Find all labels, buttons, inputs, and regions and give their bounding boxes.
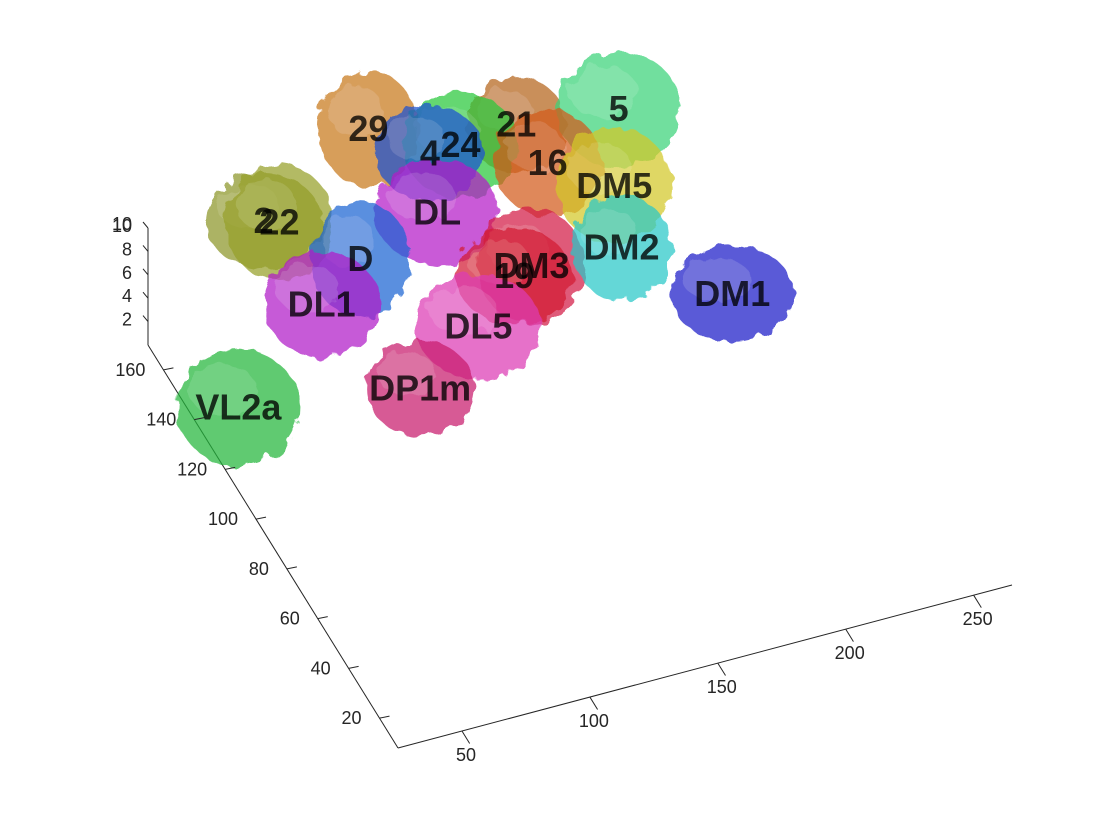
z-tick-label: 2 <box>122 310 132 330</box>
region-surface-highlight <box>376 352 437 396</box>
region-label-4: 4 <box>420 132 440 173</box>
region-surface-highlight <box>581 207 637 256</box>
region-label-dl: DL <box>413 192 461 233</box>
y-tick-mark <box>255 516 267 520</box>
y-tick-mark <box>317 616 328 620</box>
region-surface-highlight <box>504 123 564 171</box>
region-surface <box>571 194 672 301</box>
z-tick-label: 8 <box>122 239 132 259</box>
region-label-16: 16 <box>528 142 568 183</box>
z-tick-mark <box>142 221 149 229</box>
region-label-dl1: DL1 <box>288 283 356 324</box>
region-surface-highlight <box>328 85 384 138</box>
y-tick-mark <box>348 665 359 669</box>
region-surface-highlight <box>569 65 638 118</box>
region-label-dm3: DM3 <box>493 245 569 286</box>
region-label-2: 2 <box>254 200 274 241</box>
region-surface-highlight <box>387 172 456 221</box>
region-surfaces <box>176 51 795 466</box>
region-surface <box>176 349 301 466</box>
region-label-22: 22 <box>259 202 299 243</box>
x-tick-label: 50 <box>456 745 476 765</box>
y-tick-label: 160 <box>115 360 145 380</box>
region-surface-highlight <box>428 286 497 335</box>
z-tick-label: 10 <box>112 216 132 236</box>
region-label-d: D <box>347 238 373 279</box>
z-tick-label: 4 <box>122 286 132 306</box>
axis-ticks: 50 100 150 200 250 20 40 60 80 100 120 140 160 2 4 6 8 10… <box>112 214 993 765</box>
y-tick-label: 100 <box>208 509 238 529</box>
y-tick-label: 120 <box>177 459 207 479</box>
x-axis-line <box>397 584 1013 749</box>
x-tick-label: 250 <box>963 609 993 629</box>
y-tick-mark <box>163 367 174 371</box>
region-label-29: 29 <box>348 108 388 149</box>
region-label-dm1: DM1 <box>694 273 770 314</box>
x-tick-mark <box>973 594 982 608</box>
x-tick-mark <box>461 730 471 744</box>
region-surface-highlight <box>236 179 296 232</box>
region-surface-highlight <box>567 142 632 195</box>
y-tick-label: 40 <box>311 658 331 678</box>
region-label-dm5: DM5 <box>576 165 652 206</box>
region-surface-highlight <box>275 264 340 313</box>
y-tick-mark <box>379 715 390 719</box>
region-surface-highlight <box>682 257 751 301</box>
y-tick-mark <box>194 417 205 421</box>
region-label-dp1m: DP1m <box>369 367 471 408</box>
x-tick-mark <box>589 696 599 710</box>
region-label-dm2: DM2 <box>584 227 660 268</box>
region-label-dl5: DL5 <box>444 305 512 346</box>
z-tick-mark <box>142 268 149 276</box>
y-tick-label: 60 <box>280 609 300 629</box>
y-tick-mark <box>225 466 236 470</box>
region-label-19: 19 <box>494 255 534 296</box>
region-label-5: 5 <box>609 88 629 129</box>
region-surface <box>670 245 795 342</box>
region-label-24: 24 <box>441 124 481 165</box>
x-tick-label: 200 <box>835 643 865 663</box>
x-tick-mark <box>717 662 726 676</box>
region-surface <box>366 340 475 437</box>
z-tick-mark <box>142 315 149 322</box>
region-surface <box>263 251 380 358</box>
region-surface-highlight <box>188 364 257 417</box>
y-tick-mark <box>286 566 297 570</box>
z-tick-label: 6 <box>122 263 132 283</box>
region-label-vl2a: VL2a <box>195 387 282 428</box>
y-tick-label: 20 <box>341 708 361 728</box>
z-tick-mark <box>142 245 149 252</box>
y-tick-label: 140 <box>146 410 176 430</box>
x-tick-mark <box>845 628 854 642</box>
x-tick-label: 100 <box>579 711 609 731</box>
z-tick-label: 10 <box>112 214 132 234</box>
z-tick-mark <box>142 291 149 299</box>
x-tick-label: 150 <box>707 677 737 697</box>
region-surface-highlight <box>467 240 532 284</box>
y-tick-label: 80 <box>249 559 269 579</box>
region-surface-highlight <box>386 117 447 161</box>
region-surface <box>225 164 334 281</box>
region-label-21: 21 <box>496 104 536 145</box>
